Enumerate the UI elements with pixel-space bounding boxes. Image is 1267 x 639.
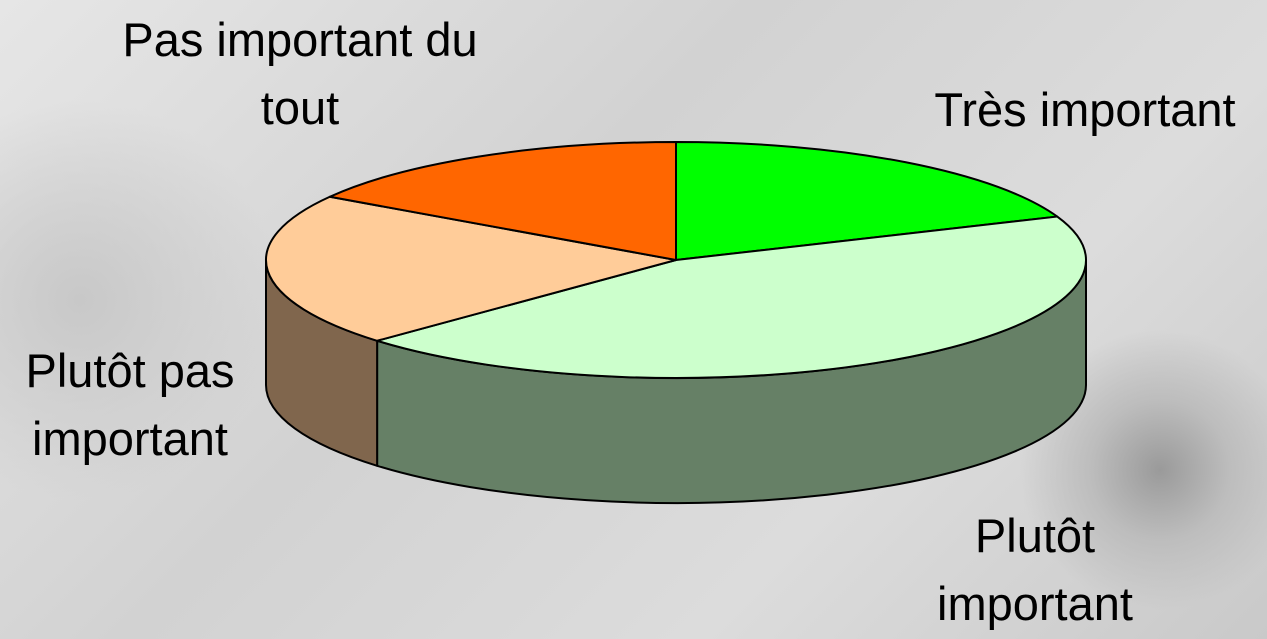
slice-label: Plutôt important (937, 509, 1133, 630)
slice (265, 195, 677, 342)
slice (376, 215, 1087, 380)
slice-label: Plutôt pas important (25, 344, 235, 465)
slice (675, 141, 1059, 261)
slice (328, 141, 677, 261)
slice-label: Très important (934, 83, 1236, 136)
slice-label: Pas important du tout (122, 13, 478, 134)
